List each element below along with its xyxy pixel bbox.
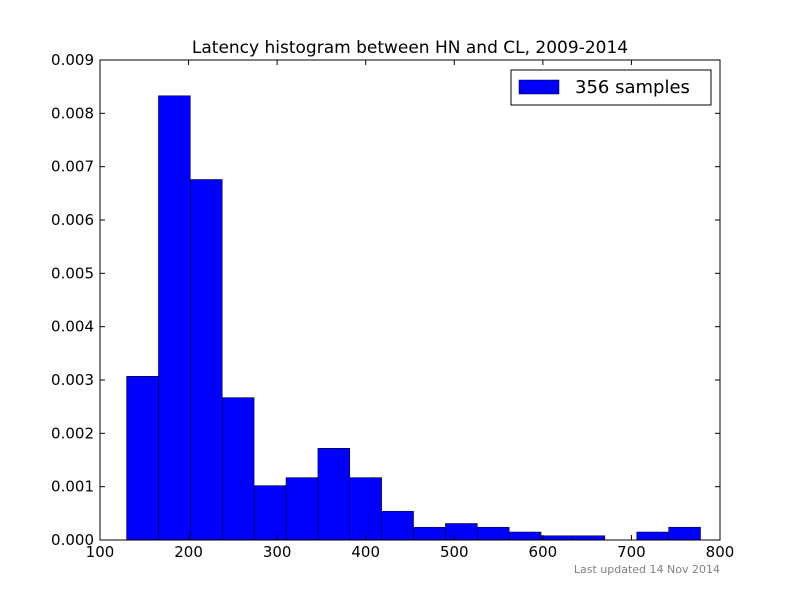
axis-ticks	[99, 59, 721, 541]
histogram-bar	[636, 531, 669, 541]
histogram-bar	[413, 526, 446, 541]
legend: 356 samples	[510, 69, 712, 106]
y-tick-label: 0.005	[51, 264, 94, 282]
y-tick-label: 0.000	[51, 531, 94, 549]
y-tick-label: 0.001	[51, 478, 94, 496]
y-tick-label: 0.004	[51, 318, 94, 336]
y-tick-label: 0.009	[51, 51, 94, 69]
y-tick-label: 0.008	[51, 104, 94, 122]
y-tick-labels: 0.000 0.001 0.002 0.003 0.004 0.005 0.006 0.007…	[51, 51, 94, 549]
histogram-bar	[158, 95, 191, 541]
y-tick-label: 0.007	[51, 158, 94, 176]
histogram-bar	[190, 179, 223, 541]
last-updated-note: Last updated 14 Nov 2014	[573, 563, 720, 576]
plot-frame	[99, 59, 721, 541]
y-tick-label: 0.002	[51, 424, 94, 442]
x-tick-label: 200	[174, 543, 203, 561]
x-tick-label: 700	[617, 543, 646, 561]
y-tick-label: 0.006	[51, 211, 94, 229]
histogram-bar	[445, 523, 478, 541]
x-tick-label: 600	[529, 543, 558, 561]
histogram-bar	[285, 477, 319, 541]
x-tick-label: 100	[86, 543, 115, 561]
x-tick-labels: 100 200 300 400 500 600 700 800	[86, 543, 735, 561]
histogram-bar	[221, 397, 255, 541]
chart-title: Latency histogram between HN and CL, 200…	[192, 38, 628, 58]
histogram-bar	[668, 526, 701, 541]
histogram-bar	[572, 535, 606, 541]
x-tick-label: 800	[706, 543, 735, 561]
y-tick-label: 0.003	[51, 371, 94, 389]
histogram-bar	[508, 531, 542, 541]
histogram-bar	[381, 510, 414, 541]
histogram-bar	[477, 526, 510, 541]
histogram-bar	[540, 535, 574, 541]
histogram-bar	[317, 448, 351, 541]
histogram-bar	[349, 477, 382, 541]
legend-swatch	[518, 79, 560, 95]
legend-label: 356 samples	[575, 77, 690, 98]
x-tick-label: 500	[440, 543, 469, 561]
histogram-bars	[126, 95, 701, 541]
x-tick-label: 300	[263, 543, 292, 561]
histogram-bar	[126, 376, 159, 541]
x-tick-label: 400	[351, 543, 380, 561]
histogram-bar	[253, 485, 287, 541]
